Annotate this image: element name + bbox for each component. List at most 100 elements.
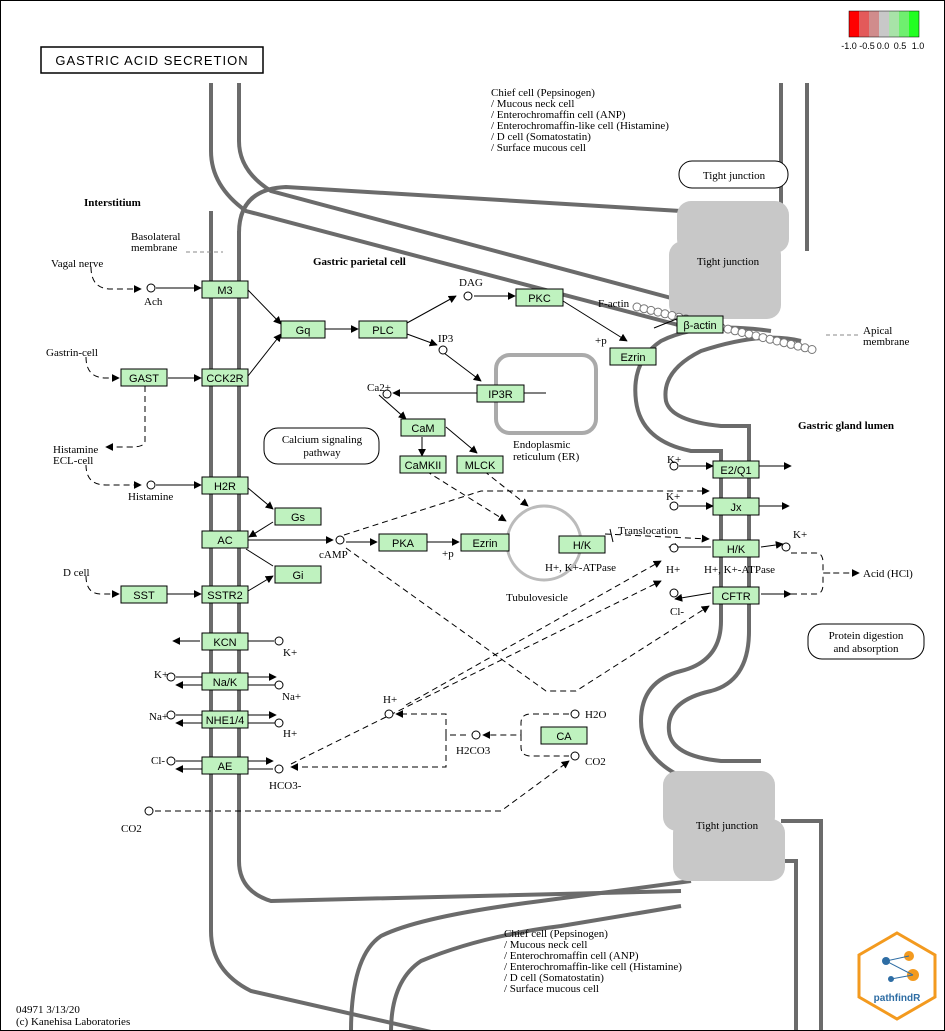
svg-text:/ Enterochromaffin-like cell (: / Enterochromaffin-like cell (Histamine) <box>491 120 669 132</box>
compound-label-cl-ae: Cl- <box>151 755 165 767</box>
gene-sst[interactable]: SST <box>120 585 168 604</box>
svg-text:IP3R: IP3R <box>488 389 513 401</box>
ecl-cell-label: ECL-cell <box>53 455 93 467</box>
gene-cck2r[interactable]: CCK2R <box>201 368 249 387</box>
tight-junction-upper[interactable]: Tight junction <box>669 201 789 319</box>
compound-circle[interactable] <box>166 672 176 682</box>
gene-beta-actin[interactable]: β-actin <box>676 315 724 334</box>
compound-circle[interactable] <box>384 709 394 719</box>
compound-circle[interactable] <box>669 543 679 553</box>
compound-circle[interactable] <box>781 542 791 552</box>
svg-text:AE: AE <box>218 761 233 773</box>
map-title[interactable]: GASTRIC ACID SECRETION <box>40 46 264 74</box>
svg-text:H2R: H2R <box>214 481 236 493</box>
compound-circle[interactable] <box>463 291 473 301</box>
er-label-2: reticulum (ER) <box>513 451 580 463</box>
compound-circle[interactable] <box>274 718 284 728</box>
apical-label: Apical <box>863 325 892 337</box>
compound-label-h-ap: H+ <box>666 564 680 576</box>
svg-text:SSTR2: SSTR2 <box>207 590 242 602</box>
edges-dashed <box>85 266 860 812</box>
compound-circle[interactable] <box>335 535 345 545</box>
compound-circle[interactable] <box>570 751 580 761</box>
compound-circle[interactable] <box>274 764 284 774</box>
gene-pkc[interactable]: PKC <box>515 288 564 307</box>
compound-circle[interactable] <box>669 501 679 511</box>
gene-camkii[interactable]: CaMKII <box>399 455 447 474</box>
svg-text:NHE1/4: NHE1/4 <box>206 715 245 727</box>
legend-swatch <box>899 11 909 37</box>
protein-digestion-map-link[interactable]: Protein digestion and absorption <box>807 623 925 660</box>
svg-text:Protein digestion: Protein digestion <box>829 630 904 642</box>
gene-m3[interactable]: M3 <box>201 280 249 299</box>
compound-label-p-ezrin: +p <box>595 335 607 347</box>
gene-gq[interactable]: Gq <box>280 320 326 339</box>
gene-gs[interactable]: Gs <box>274 507 322 526</box>
basolateral-label-2: membrane <box>131 242 178 254</box>
gene-kcn[interactable]: KCN <box>201 632 249 651</box>
interstitium-label: Interstitium <box>84 197 141 209</box>
svg-text:Chief cell (Pepsinogen): Chief cell (Pepsinogen) <box>491 87 595 99</box>
tight-junction-label-box[interactable]: Tight junction <box>678 160 789 189</box>
gene-cam[interactable]: CaM <box>400 418 446 437</box>
svg-text:H/K: H/K <box>727 544 746 556</box>
calcium-signaling-map-link[interactable]: Calcium signaling pathway <box>263 427 380 465</box>
compound-circle[interactable] <box>669 588 679 598</box>
compound-label-hk-atpase-tv: H+, K+-ATPase <box>545 562 616 574</box>
gene-h2r[interactable]: H2R <box>201 476 249 495</box>
svg-text:GAST: GAST <box>129 373 159 385</box>
legend-swatch <box>889 11 899 37</box>
compound-circle[interactable] <box>570 709 580 719</box>
gene-ac[interactable]: AC <box>201 530 249 549</box>
er-label: Endoplasmic <box>513 439 571 451</box>
compound-circle[interactable] <box>438 345 448 355</box>
gene-sstr2[interactable]: SSTR2 <box>201 585 249 604</box>
gene-plc[interactable]: PLC <box>358 320 408 339</box>
svg-text:pathway: pathway <box>303 447 341 459</box>
apical-label-2: membrane <box>863 336 910 348</box>
gene-hk-ap[interactable]: H/K <box>712 539 760 558</box>
tight-junction-lower[interactable]: Tight junction <box>663 771 785 881</box>
gene-ca[interactable]: CA <box>540 726 588 745</box>
gene-mlck[interactable]: MLCK <box>456 455 504 474</box>
gene-hk-tv[interactable]: H/K <box>558 535 606 554</box>
compound-circle[interactable] <box>274 680 284 690</box>
compound-label-h-left: H+ <box>383 694 397 706</box>
gene-jx[interactable]: Jx <box>712 497 760 516</box>
basolateral-label: Basolateral <box>131 231 180 243</box>
compound-circle[interactable] <box>274 636 284 646</box>
svg-text:CaM: CaM <box>411 423 434 435</box>
compound-nodes <box>144 283 791 816</box>
gene-ae[interactable]: AE <box>201 756 249 775</box>
compound-circle[interactable] <box>166 710 176 720</box>
compound-label-ca: Ca2+ <box>367 382 391 394</box>
compound-circle[interactable] <box>471 730 481 740</box>
compound-circle[interactable] <box>146 480 156 490</box>
compound-circle[interactable] <box>669 461 679 471</box>
svg-text:CA: CA <box>556 731 572 743</box>
legend-swatch <box>849 11 859 37</box>
compound-circle[interactable] <box>146 283 156 293</box>
gene-gast[interactable]: GAST <box>120 368 168 387</box>
gene-ezrin2[interactable]: Ezrin <box>609 347 657 366</box>
gene-nak[interactable]: Na/K <box>201 672 249 691</box>
gene-cftr[interactable]: CFTR <box>712 586 760 605</box>
gene-e2q1[interactable]: E2/Q1 <box>712 460 760 479</box>
badge-text: pathfindR <box>874 993 921 1004</box>
compound-circle[interactable] <box>166 756 176 766</box>
legend-swatch <box>869 11 879 37</box>
compound-label-co2-r: CO2 <box>585 756 606 768</box>
gene-nhe[interactable]: NHE1/4 <box>201 710 249 729</box>
gene-gi[interactable]: Gi <box>274 565 322 584</box>
svg-text:Ezrin: Ezrin <box>472 538 497 550</box>
compound-circle[interactable] <box>382 389 392 399</box>
gene-ezrin[interactable]: Ezrin <box>460 533 510 552</box>
compound-circle[interactable] <box>144 806 154 816</box>
compound-label-acid: Acid (HCl) <box>863 568 913 580</box>
svg-text:KCN: KCN <box>213 637 236 649</box>
gene-ip3r[interactable]: IP3R <box>476 384 525 403</box>
compound-label-h2o: H2O <box>585 709 606 721</box>
gene-pka[interactable]: PKA <box>378 533 428 552</box>
svg-text:PKC: PKC <box>528 293 551 305</box>
